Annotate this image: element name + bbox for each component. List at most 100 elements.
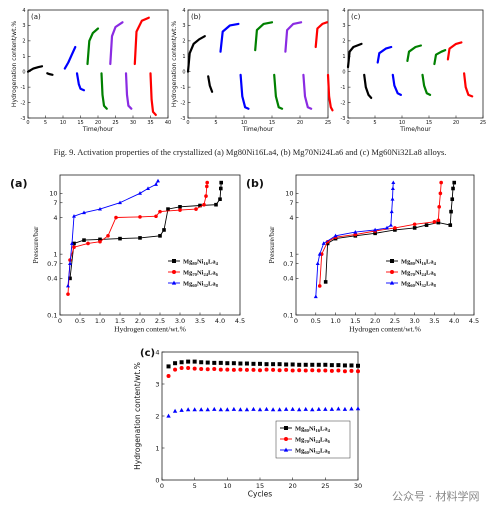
data-point: [349, 368, 354, 373]
watermark-text: 公众号 · 材料学网: [392, 490, 480, 503]
data-point: [225, 367, 230, 372]
data-point: [316, 406, 321, 411]
x-tick-label: 4.0: [215, 317, 225, 325]
data-point: [424, 223, 429, 227]
data-point: [257, 407, 263, 412]
y-tick-label: 10: [285, 190, 293, 198]
x-tick-label: 2.5: [390, 317, 400, 325]
y-tick-label: 3: [155, 380, 159, 388]
data-point: [205, 407, 210, 412]
y-tick-label: 1: [342, 54, 345, 60]
watermark: 公众号 · 材料学网: [392, 488, 480, 504]
data-point: [323, 368, 328, 373]
series-line-3: [239, 73, 250, 110]
data-point: [66, 283, 70, 288]
data-point: [68, 276, 72, 281]
data-point: [384, 225, 389, 230]
data-point: [192, 359, 197, 364]
y-tick-label: 2: [342, 39, 345, 45]
legend-marker: [283, 447, 289, 452]
legend-box: [275, 420, 351, 459]
chart-top_a: 0 5 10 15 20 25 30 35 40 -3 -2 -1 0 1 2 3 4 Time/hour Hydr…: [11, 8, 171, 133]
data-point: [277, 407, 282, 412]
x-tick-label: 30: [354, 482, 362, 490]
series-line-2: [376, 45, 393, 64]
data-point: [186, 366, 191, 370]
y-axis-label: Hydrogenation content/wt.%: [171, 21, 178, 107]
data-point: [303, 368, 308, 373]
series-line-0: [325, 182, 455, 282]
plot-frame: [59, 174, 241, 316]
data-point: [199, 360, 204, 365]
series-line-7: [124, 72, 133, 110]
data-point: [231, 406, 237, 411]
data-point: [313, 294, 318, 299]
x-tick-label: 0: [58, 317, 62, 325]
data-point: [432, 220, 437, 224]
data-point: [452, 180, 457, 185]
y-tick-label: -3: [181, 116, 186, 122]
x-tick-label: 40: [165, 120, 171, 126]
series-line-8: [314, 21, 328, 49]
data-point: [317, 284, 322, 288]
plot-frame: [347, 9, 484, 119]
chart-top_c: 0 5 10 15 20 25 -3 -2 -1 0 1 2 3 4 Time/hour (c): [341, 8, 487, 133]
data-point: [373, 227, 378, 232]
y-tick-label: 1: [155, 444, 159, 452]
data-point: [353, 229, 358, 234]
y-tick-label: 4: [22, 8, 25, 14]
series-line-1: [46, 72, 54, 76]
series-line-5: [100, 72, 108, 110]
data-point: [185, 407, 191, 412]
y-tick-label: 10: [49, 190, 57, 198]
series-line-6: [433, 49, 447, 66]
data-point: [238, 367, 243, 372]
data-point: [349, 363, 354, 368]
y-tick-label: 3: [22, 23, 25, 29]
data-point: [448, 223, 453, 227]
data-point: [342, 369, 347, 374]
series-line-2: [219, 22, 240, 53]
data-point: [70, 241, 74, 245]
data-point: [205, 180, 209, 185]
data-point: [173, 361, 178, 366]
data-point: [68, 261, 72, 266]
data-point: [451, 186, 455, 191]
x-tick-label: 15: [256, 482, 264, 490]
x-tick-label: 25: [321, 482, 329, 490]
data-point: [297, 407, 302, 412]
data-point: [82, 238, 86, 242]
data-point: [290, 406, 295, 411]
legend-marker: [172, 259, 176, 263]
data-point: [231, 367, 236, 372]
caption-text: Fig. 9. Activation properties of the cry…: [53, 147, 447, 157]
data-point: [166, 413, 171, 418]
x-tick-label: 25: [480, 120, 486, 126]
y-tick-label: 2: [155, 412, 159, 420]
chart-top_b: 0 5 10 15 20 25 -3 -2 -1 0 1 2 3 4 Time/hour Hydrogenat…: [171, 8, 334, 133]
data-point: [178, 208, 182, 212]
x-axis-label: Time/hour: [242, 126, 274, 133]
data-point: [336, 406, 341, 411]
data-point: [158, 234, 162, 238]
x-axis-label: Cycles: [248, 490, 272, 499]
x-tick-label: 15: [426, 120, 432, 126]
data-point: [329, 363, 334, 368]
panel-label: (b): [191, 13, 201, 21]
data-point: [264, 406, 269, 411]
data-point: [205, 184, 209, 189]
data-point: [225, 407, 230, 412]
data-point: [179, 360, 184, 365]
x-tick-label: 10: [223, 482, 231, 490]
data-point: [218, 197, 222, 202]
data-point: [336, 363, 341, 368]
data-point: [258, 368, 262, 373]
data-point: [389, 209, 394, 214]
x-tick-label: 2.0: [135, 317, 145, 325]
data-point: [388, 222, 393, 227]
data-point: [199, 366, 204, 371]
x-tick-label: 15: [269, 120, 275, 126]
legend-marker: [389, 280, 395, 285]
y-axis-label: Hydrogenation content/wt.%: [11, 21, 18, 107]
data-point: [118, 236, 122, 241]
